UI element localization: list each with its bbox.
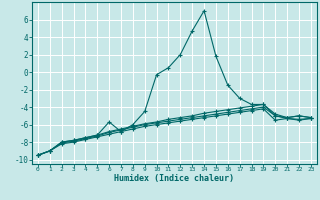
X-axis label: Humidex (Indice chaleur): Humidex (Indice chaleur): [115, 174, 234, 183]
